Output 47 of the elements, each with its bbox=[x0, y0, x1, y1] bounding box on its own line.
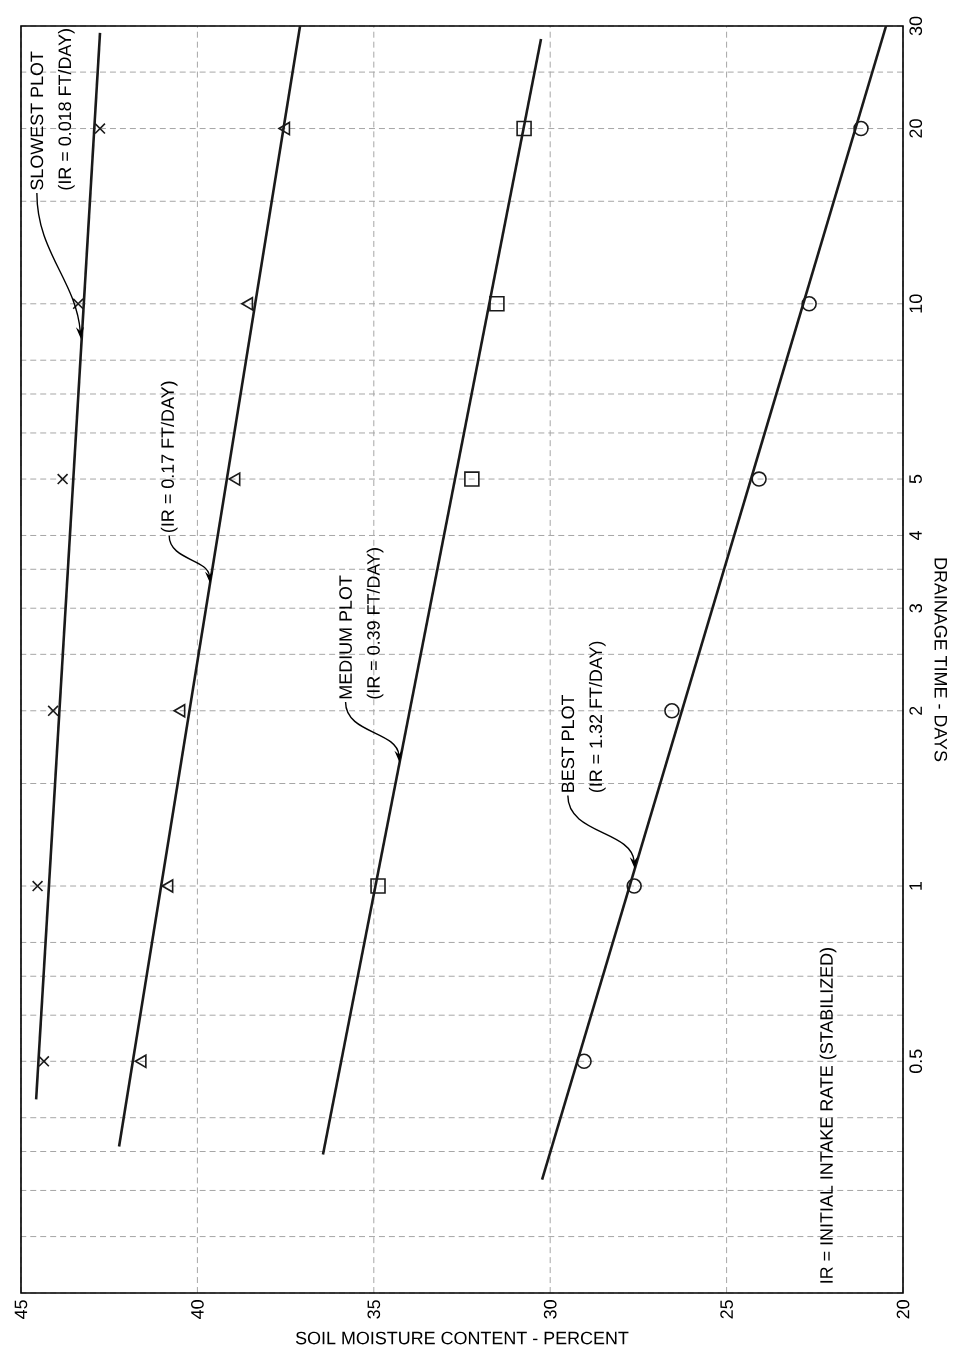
point bbox=[56, 473, 69, 485]
y-tick-label: 4 bbox=[909, 531, 922, 541]
point bbox=[241, 296, 254, 311]
point bbox=[72, 298, 84, 310]
y-tick-label: 20 bbox=[909, 119, 923, 138]
annotation: SLOWEST PLOT bbox=[30, 51, 44, 190]
point bbox=[664, 703, 680, 719]
point bbox=[94, 122, 106, 135]
x-tick-label: 20 bbox=[896, 1300, 910, 1319]
y-tick-label: 3 bbox=[909, 604, 923, 613]
x-tick-label: 30 bbox=[543, 1300, 557, 1319]
y-axis-title: DRAINAGE TIME - DAYS bbox=[934, 558, 948, 762]
point bbox=[161, 879, 174, 893]
point bbox=[751, 471, 767, 487]
point bbox=[626, 878, 642, 894]
point bbox=[464, 471, 480, 487]
annotation: MEDIUM PLOT bbox=[339, 575, 352, 699]
annotation: (IR = 1.32 FT/DAY) bbox=[588, 641, 606, 793]
point bbox=[853, 120, 869, 137]
y-tick-label: 5 bbox=[909, 474, 922, 484]
x-tick-label: 35 bbox=[367, 1300, 381, 1319]
point bbox=[489, 296, 505, 312]
annotation: (IR = 0.17 FT/DAY) bbox=[160, 381, 178, 532]
point bbox=[228, 472, 241, 486]
point bbox=[31, 880, 44, 892]
point bbox=[47, 705, 59, 717]
point bbox=[576, 1053, 592, 1070]
point bbox=[516, 120, 532, 137]
annotation: BEST PLOT bbox=[561, 694, 575, 792]
point bbox=[38, 1055, 50, 1068]
y-tick-label: 2 bbox=[909, 706, 922, 715]
annotation: (IR = 0.018 FT/DAY) bbox=[57, 29, 75, 190]
x-tick-label: 40 bbox=[191, 1300, 204, 1319]
annotation: (IR = 0.39 FT/DAY) bbox=[366, 548, 384, 699]
y-tick-label: 30 bbox=[909, 16, 923, 36]
y-tick-label: 0.5 bbox=[909, 1049, 923, 1074]
annotation: IR = INITIAL INTAKE RATE (STABILIZED) bbox=[819, 948, 837, 1283]
point bbox=[173, 703, 186, 718]
x-tick-label: 25 bbox=[720, 1300, 733, 1319]
point bbox=[801, 296, 817, 312]
y-tick-label: 1 bbox=[909, 881, 922, 890]
point bbox=[134, 1054, 147, 1069]
point bbox=[278, 121, 291, 136]
x-tick-label: 45 bbox=[14, 1300, 28, 1319]
x-axis-title: SOIL MOISTURE CONTENT - PERCENT bbox=[295, 1331, 629, 1345]
point bbox=[370, 878, 386, 894]
y-tick-label: 10 bbox=[909, 294, 923, 313]
